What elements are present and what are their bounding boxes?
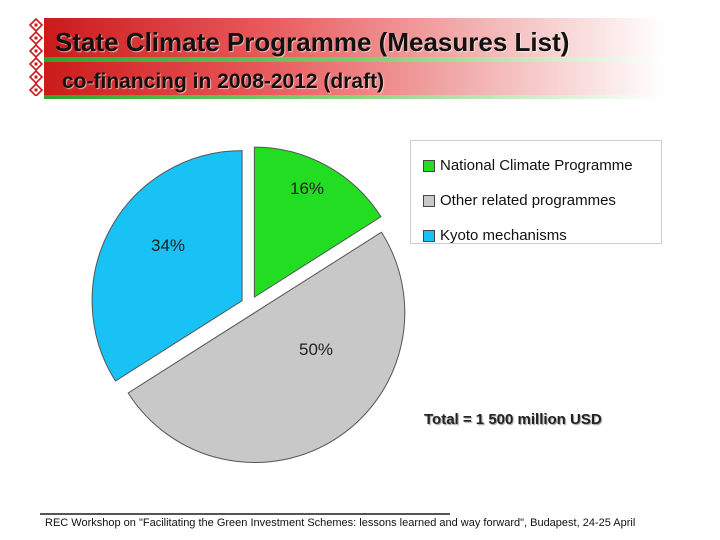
slice-label-2: 50% <box>299 340 333 359</box>
pie-slice-3 <box>91 150 243 382</box>
legend-item-kyoto: Kyoto mechanisms <box>423 218 661 253</box>
legend-item-national: National Climate Programme <box>423 148 661 183</box>
pie-slice-2 <box>127 231 406 464</box>
footer-divider <box>40 513 450 515</box>
slice-label-3: 34% <box>151 236 185 255</box>
legend-label-national: National Climate Programme <box>440 157 633 174</box>
header-green-strip <box>44 57 664 62</box>
footer-caption: REC Workshop on "Facilitating the Green … <box>45 517 636 529</box>
legend-swatch-national <box>423 159 435 172</box>
chart-annotation-total: Total = 1 500 million USD <box>424 411 602 428</box>
legend-label-kyoto: Kyoto mechanisms <box>440 227 567 244</box>
page-title: State Climate Programme (Measures List) <box>55 27 570 57</box>
ornament-pattern <box>28 18 44 96</box>
legend-label-other: Other related programmes <box>440 192 616 209</box>
pie-slice-1 <box>253 146 382 299</box>
slice-label-1: 16% <box>290 179 324 198</box>
legend-swatch-kyoto <box>423 229 435 242</box>
header-green-strip-lower <box>44 95 664 99</box>
legend-swatch-other <box>423 194 435 207</box>
chart-legend: National Climate Programme Other related… <box>410 140 662 244</box>
legend-item-other: Other related programmes <box>423 183 661 218</box>
page-subtitle: co-financing in 2008-2012 (draft) <box>62 70 385 93</box>
